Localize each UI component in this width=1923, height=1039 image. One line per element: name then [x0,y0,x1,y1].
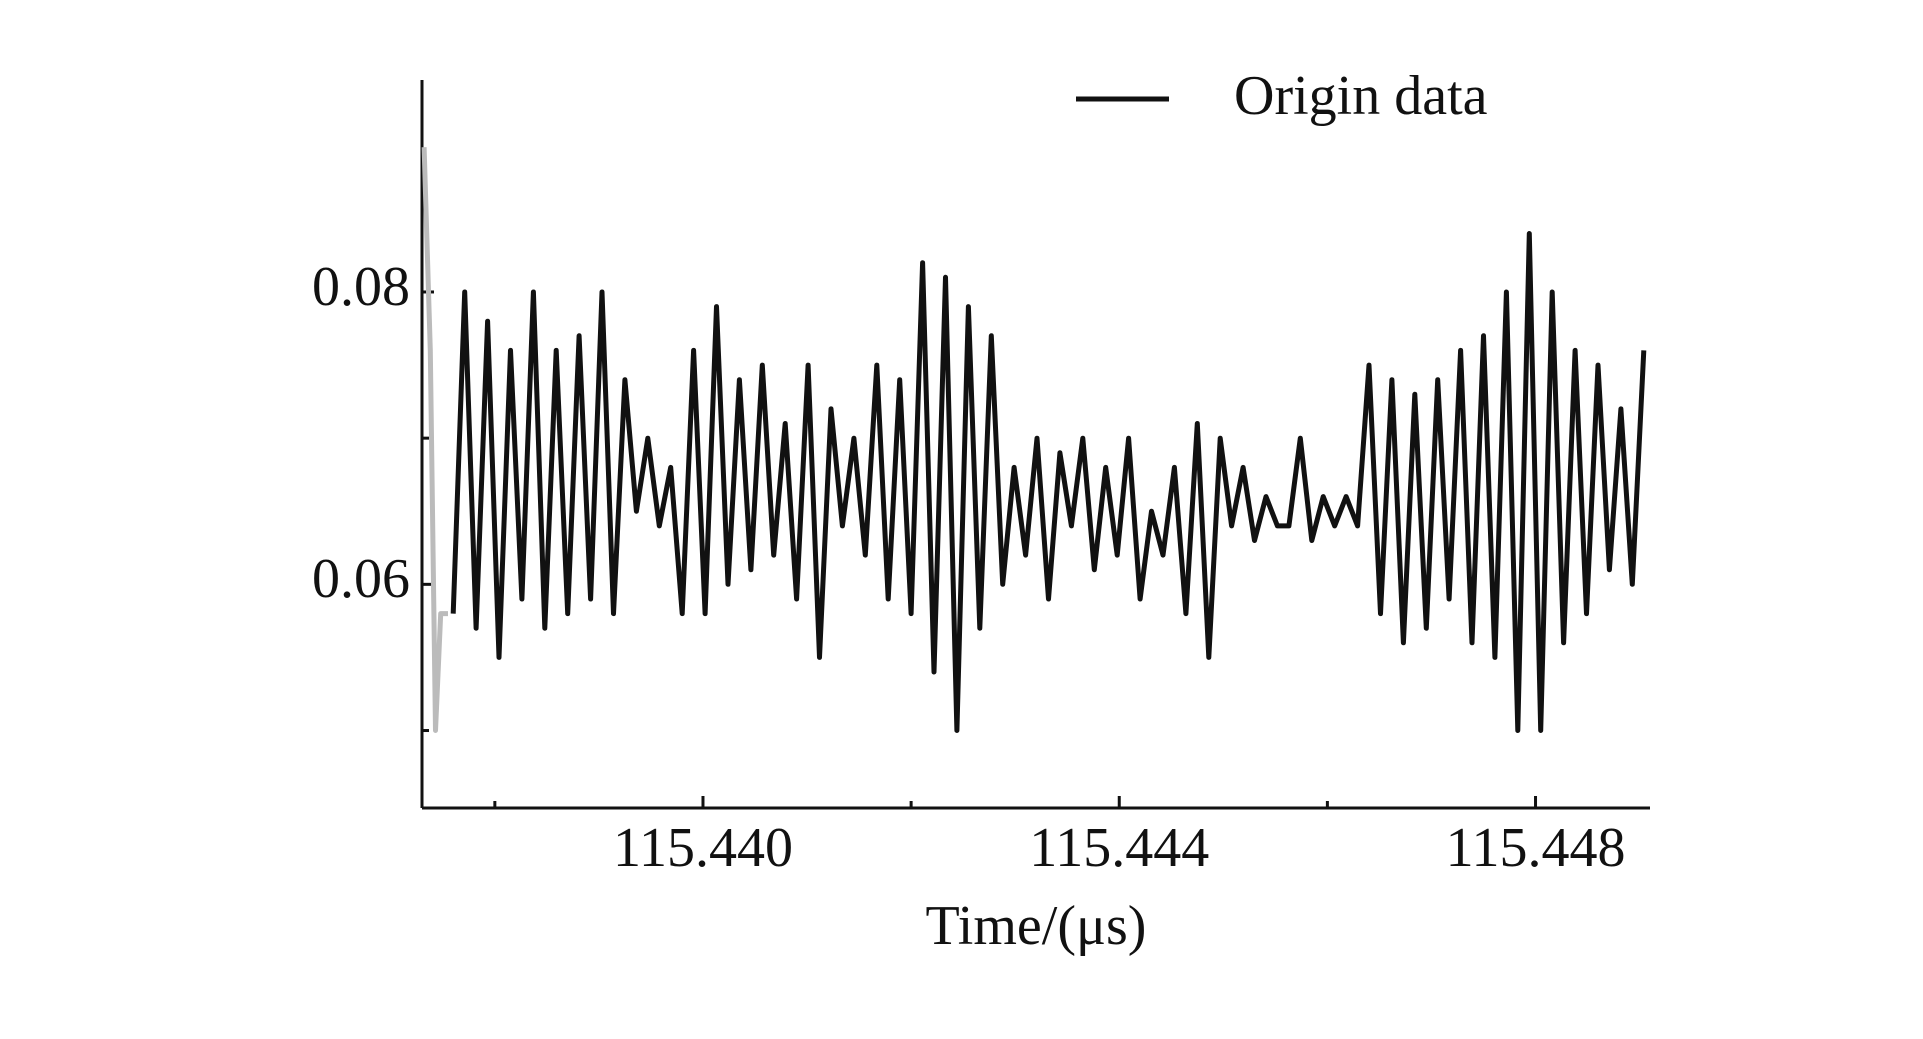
x-tick-label: 115.448 [1446,817,1626,879]
data-line [450,231,1647,733]
data-line [421,147,448,733]
y-tick-label: 0.06 [312,548,410,610]
x-tick-label: 115.440 [613,817,793,879]
x-tick-label: 115.444 [1029,817,1209,879]
legend-label: Origin data [1234,65,1488,127]
y-tick-label: 0.08 [312,256,410,318]
x-axis-title: Time/(μs) [926,895,1147,957]
